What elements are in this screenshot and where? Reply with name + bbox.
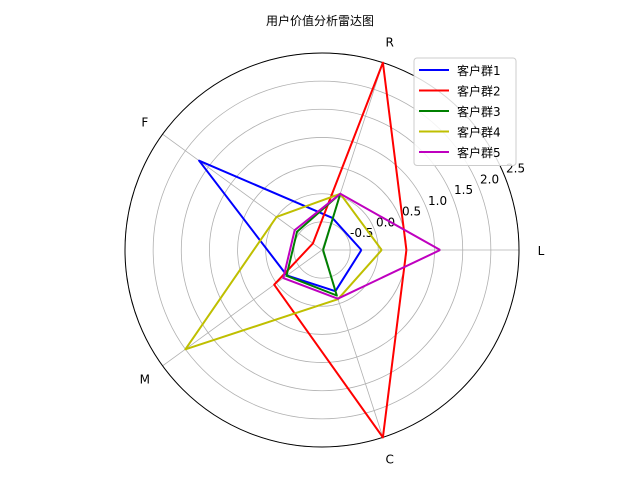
legend-frame bbox=[413, 57, 517, 166]
axis-label: L bbox=[538, 244, 545, 258]
legend-label: 客户群3 bbox=[457, 104, 501, 119]
legend-label: 客户群1 bbox=[457, 63, 501, 78]
axis-label: M bbox=[140, 373, 150, 387]
axis-label: F bbox=[141, 115, 148, 129]
series-line bbox=[273, 61, 408, 439]
axis-label: R bbox=[386, 36, 394, 50]
radial-tick-label: 1.0 bbox=[428, 194, 447, 208]
angular-axis-labels: L R F M C bbox=[140, 36, 545, 467]
legend-label: 客户群4 bbox=[457, 125, 501, 140]
angular-gridline bbox=[162, 133, 323, 251]
series-lines bbox=[184, 61, 441, 439]
radial-tick-label: 1.5 bbox=[454, 183, 473, 197]
chart-title: 用户价值分析雷达图 bbox=[266, 13, 374, 28]
radial-tick-label: 0.0 bbox=[376, 215, 395, 229]
legend-label: 客户群2 bbox=[457, 84, 501, 99]
series-line bbox=[282, 192, 441, 300]
legend: 客户群1 客户群2 客户群3 客户群4 客户群5 bbox=[413, 57, 517, 166]
radial-tick-labels: -0.50.00.51.01.52.02.5 bbox=[350, 162, 525, 241]
angular-gridline bbox=[162, 249, 323, 367]
axis-label: C bbox=[385, 452, 393, 466]
radial-tick-label: 0.5 bbox=[402, 205, 421, 219]
series-line bbox=[184, 192, 383, 351]
series-line bbox=[198, 159, 363, 293]
legend-label: 客户群5 bbox=[457, 145, 501, 160]
plot-frame bbox=[124, 52, 520, 448]
series-line bbox=[285, 192, 342, 297]
radial-tick-label: 2.0 bbox=[480, 172, 499, 186]
